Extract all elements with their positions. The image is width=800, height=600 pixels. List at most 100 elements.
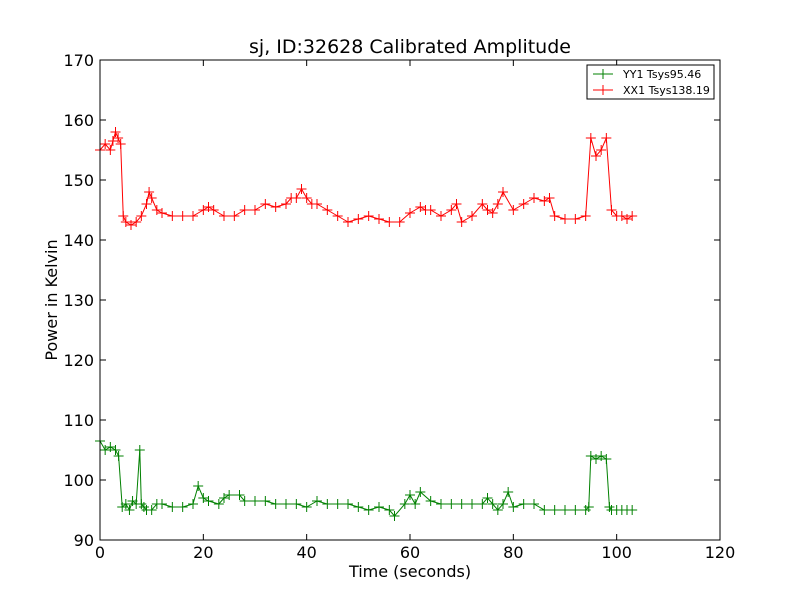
data-point-xx1 <box>601 133 612 143</box>
y-tick-label: 170 <box>63 51 94 70</box>
y-tick-label: 100 <box>63 471 94 490</box>
data-point-yy1 <box>482 493 493 503</box>
data-point-xx1 <box>107 136 118 146</box>
y-tick-label: 150 <box>63 171 94 190</box>
data-point-xx1 <box>146 193 157 203</box>
data-point-yy1 <box>193 481 204 491</box>
y-tick-label: 120 <box>63 351 94 370</box>
data-point-yy1 <box>281 499 291 509</box>
data-point-xx1 <box>518 199 529 209</box>
data-point-xx1 <box>291 193 302 203</box>
data-point-yy1 <box>596 451 607 461</box>
data-point-xx1 <box>456 217 467 227</box>
x-tick-label: 20 <box>193 543 213 562</box>
data-point-xx1 <box>120 217 131 227</box>
data-point-yy1 <box>213 499 224 509</box>
data-point-xx1 <box>508 205 519 215</box>
data-point-xx1 <box>498 187 508 197</box>
data-point-xx1 <box>606 205 617 215</box>
data-point-yy1 <box>529 499 539 509</box>
data-point-yy1 <box>591 454 601 464</box>
data-point-yy1 <box>234 490 245 500</box>
data-point-yy1 <box>410 499 421 509</box>
data-point-yy1 <box>456 499 467 509</box>
data-point-yy1 <box>487 499 498 509</box>
x-tick-label: 40 <box>296 543 316 562</box>
series-layer <box>95 127 638 521</box>
plot-area <box>100 60 720 540</box>
data-point-yy1 <box>250 496 260 506</box>
data-point-yy1 <box>124 505 135 515</box>
data-point-xx1 <box>219 211 229 221</box>
data-point-yy1 <box>219 493 229 503</box>
data-point-xx1 <box>239 205 250 215</box>
data-point-yy1 <box>167 502 178 512</box>
data-point-xx1 <box>203 202 214 212</box>
data-point-xx1 <box>570 214 581 224</box>
data-point-xx1 <box>436 211 446 221</box>
data-point-yy1 <box>446 499 457 509</box>
data-point-xx1 <box>627 211 638 221</box>
data-point-yy1 <box>560 505 570 515</box>
x-tick-label: 100 <box>601 543 632 562</box>
data-point-xx1 <box>596 145 607 155</box>
data-point-yy1 <box>291 499 302 509</box>
y-tick-label: 140 <box>63 231 94 250</box>
data-point-xx1 <box>544 193 555 203</box>
data-point-yy1 <box>301 502 312 512</box>
data-point-xx1 <box>591 151 601 161</box>
data-point-yy1 <box>384 505 395 515</box>
data-point-xx1 <box>260 199 271 209</box>
data-point-yy1 <box>374 502 384 512</box>
data-point-xx1 <box>394 217 405 227</box>
data-point-xx1 <box>198 205 209 215</box>
data-point-xx1 <box>301 193 312 203</box>
data-point-yy1 <box>498 499 508 509</box>
data-point-xx1 <box>208 205 219 215</box>
data-point-yy1 <box>467 499 477 509</box>
data-point-yy1 <box>146 505 157 515</box>
data-point-yy1 <box>601 454 612 464</box>
x-axis-label: Time (seconds) <box>348 562 471 581</box>
legend-marker-xx1 <box>598 85 608 95</box>
data-point-yy1 <box>436 499 446 509</box>
data-point-xx1 <box>492 199 503 209</box>
data-point-yy1 <box>188 499 198 509</box>
data-point-xx1 <box>467 211 477 221</box>
data-point-yy1 <box>492 505 503 515</box>
data-point-yy1 <box>627 505 638 515</box>
data-point-yy1 <box>363 505 374 515</box>
data-point-xx1 <box>312 199 322 209</box>
data-point-yy1 <box>583 502 594 512</box>
data-point-yy1 <box>389 511 400 521</box>
data-point-xx1 <box>616 211 627 221</box>
data-point-yy1 <box>322 499 333 509</box>
data-point-yy1 <box>343 499 353 509</box>
data-point-xx1 <box>384 217 395 227</box>
data-point-xx1 <box>549 211 560 221</box>
data-point-xx1 <box>332 211 343 221</box>
data-point-xx1 <box>136 211 147 221</box>
legend-label-xx1: XX1 Tsys138.19 <box>623 84 710 97</box>
data-point-yy1 <box>100 445 111 455</box>
y-axis-label: Power in Kelvin <box>42 239 61 360</box>
data-point-yy1 <box>312 496 322 506</box>
data-point-xx1 <box>477 199 488 209</box>
data-point-yy1 <box>105 442 116 452</box>
y-tick-label: 130 <box>63 291 94 310</box>
x-tick-label: 80 <box>503 543 523 562</box>
data-point-xx1 <box>487 208 498 218</box>
data-point-yy1 <box>110 445 121 455</box>
data-point-xx1 <box>100 139 111 149</box>
data-point-yy1 <box>120 499 131 509</box>
data-point-yy1 <box>503 487 514 497</box>
data-point-xx1 <box>115 139 126 149</box>
data-point-yy1 <box>415 487 426 497</box>
data-point-yy1 <box>405 490 415 500</box>
data-point-xx1 <box>270 202 281 212</box>
data-point-yy1 <box>570 505 581 515</box>
data-point-xx1 <box>451 199 462 209</box>
data-point-xx1 <box>585 133 596 143</box>
data-point-yy1 <box>353 502 364 512</box>
data-point-yy1 <box>270 499 281 509</box>
